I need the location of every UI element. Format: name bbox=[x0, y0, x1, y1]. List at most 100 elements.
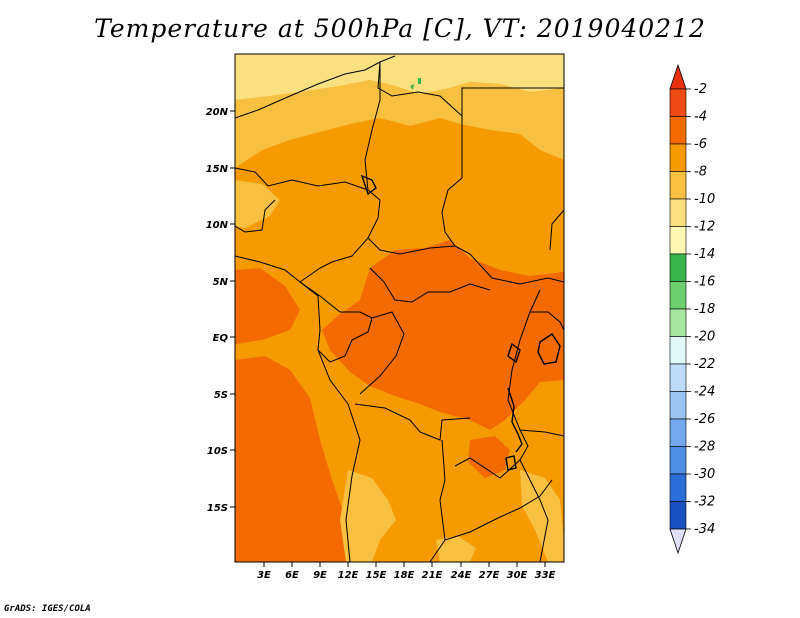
lake-albert bbox=[507, 342, 521, 364]
border-senegal-upper bbox=[235, 199, 276, 233]
colorbar-swatch bbox=[669, 198, 687, 227]
colorbar-label: -24 bbox=[694, 385, 715, 400]
colorbar-swatch bbox=[669, 143, 687, 172]
colorbar-label: -6 bbox=[694, 137, 707, 152]
field-nw-mid bbox=[235, 180, 280, 228]
border-angola-zambia bbox=[429, 439, 446, 562]
colorbar-swatch bbox=[669, 116, 687, 145]
border-niger-nigeria bbox=[235, 167, 381, 201]
border-egypt bbox=[461, 87, 564, 116]
temperature-field bbox=[235, 54, 564, 562]
colorbar-swatch bbox=[669, 253, 687, 282]
lon-tick-label: 21E bbox=[422, 570, 443, 581]
colorbar-swatch bbox=[669, 363, 687, 392]
border-tanzania bbox=[519, 429, 564, 437]
colorbar-swatch bbox=[669, 473, 687, 502]
grads-credit: GrADS: IGES/COLA bbox=[4, 604, 91, 614]
map-frame bbox=[234, 53, 565, 563]
border-uganda-kenya bbox=[530, 311, 564, 331]
border-sudan-ssudan bbox=[454, 245, 564, 285]
field-warm-w bbox=[235, 268, 300, 344]
colorbar-swatch bbox=[669, 171, 687, 200]
colorbar-swatch bbox=[669, 88, 687, 117]
colorbar-swatch bbox=[669, 391, 687, 420]
colorbar-swatch bbox=[669, 501, 687, 530]
lake-tanganyika bbox=[507, 387, 523, 453]
field-warm-e2 bbox=[468, 436, 510, 478]
field-warm-central bbox=[322, 240, 564, 430]
lon-tick-label: 12E bbox=[338, 570, 359, 581]
lakes bbox=[360, 174, 561, 471]
lon-tick-label: 18E bbox=[394, 570, 415, 581]
border-drc-angola bbox=[354, 403, 471, 441]
lon-tick-label: 15E bbox=[366, 570, 387, 581]
lake-chad bbox=[360, 174, 377, 196]
lon-tick-label: 3E bbox=[257, 570, 271, 581]
border-coast-nigeria bbox=[235, 255, 349, 405]
lon-tick-label: 6E bbox=[285, 570, 299, 581]
colorbar-label: -10 bbox=[694, 192, 715, 207]
map-title: Temperature at 500hPa [C], VT: 201904021… bbox=[94, 14, 706, 43]
lat-tick-label: 5S bbox=[214, 390, 228, 401]
colorbar-swatch bbox=[669, 446, 687, 475]
colorbar-label: -34 bbox=[694, 522, 715, 537]
colorbar-label: -26 bbox=[694, 412, 715, 427]
cold-spot-marker bbox=[410, 78, 421, 90]
field-north-mid bbox=[235, 80, 564, 168]
border-nigeria-cameroon bbox=[299, 199, 381, 283]
lat-tick-label: 15S bbox=[207, 503, 228, 514]
field-south-mid bbox=[340, 470, 396, 562]
colorbar-label: -18 bbox=[694, 302, 715, 317]
colorbar-label: -4 bbox=[694, 110, 707, 125]
colorbar-label: -30 bbox=[694, 467, 715, 482]
colorbar-label: -28 bbox=[694, 440, 715, 455]
colorbar: -2 -4 -6 -8 -10 -12 -14 -16 -18 -20 -22 -24 -26 -28 -3… bbox=[669, 63, 715, 555]
field-se-mid bbox=[520, 470, 564, 562]
lon-tick-label: 30E bbox=[507, 570, 528, 581]
lon-ticks: 3E 6E 9E 12E 15E 18E 21E 24E 27E 30E 33E bbox=[257, 562, 556, 581]
colorbar-label: -16 bbox=[694, 275, 715, 290]
lon-tick-label: 24E bbox=[451, 570, 472, 581]
lat-tick-label: 5N bbox=[213, 277, 229, 288]
lon-tick-label: 33E bbox=[535, 570, 556, 581]
border-gabon-congo bbox=[317, 317, 373, 363]
country-borders bbox=[235, 55, 564, 562]
colorbar-label: -32 bbox=[694, 495, 715, 510]
colorbar-swatch bbox=[669, 281, 687, 310]
colorbar-label: -22 bbox=[694, 357, 715, 372]
border-angola-coast bbox=[345, 403, 361, 562]
colorbar-label: -14 bbox=[694, 247, 715, 262]
border-chad-sudan bbox=[441, 177, 463, 247]
border-zambia-south bbox=[444, 479, 553, 541]
field-warm-sw bbox=[235, 356, 352, 562]
colorbar-swatch bbox=[669, 308, 687, 337]
lat-ticks: 20N 15N 10N 5N EQ 5S 10S 15S bbox=[206, 107, 235, 514]
border-car-south bbox=[369, 267, 491, 303]
colorbar-label: -12 bbox=[694, 220, 715, 235]
border-drc-east bbox=[454, 289, 541, 479]
lat-tick-label: EQ bbox=[213, 333, 229, 344]
colorbar-label: -8 bbox=[694, 165, 707, 180]
border-chad-car bbox=[367, 237, 456, 255]
border-malawi bbox=[519, 459, 549, 562]
border-sudan-ethiopia bbox=[549, 209, 564, 251]
lat-tick-label: 10N bbox=[206, 220, 229, 231]
field-s-mid-2 bbox=[436, 536, 476, 562]
lat-tick-label: 15N bbox=[206, 164, 229, 175]
border-niger-chad bbox=[364, 62, 381, 191]
colorbar-label: -20 bbox=[694, 330, 715, 345]
border-cameroon-gabon bbox=[299, 281, 373, 319]
lake-victoria bbox=[537, 333, 561, 365]
border-congo-drc bbox=[359, 311, 405, 395]
lon-tick-label: 27E bbox=[479, 570, 500, 581]
colorbar-bottom-arrow bbox=[669, 528, 687, 555]
border-libya-algeria bbox=[235, 55, 396, 119]
colorbar-swatch bbox=[669, 226, 687, 255]
lat-tick-label: 10S bbox=[207, 446, 228, 457]
lon-tick-label: 9E bbox=[313, 570, 327, 581]
lat-tick-label: 20N bbox=[206, 107, 229, 118]
colorbar-swatch bbox=[669, 418, 687, 447]
colorbar-swatch bbox=[669, 336, 687, 365]
colorbar-top-arrow bbox=[669, 63, 687, 90]
